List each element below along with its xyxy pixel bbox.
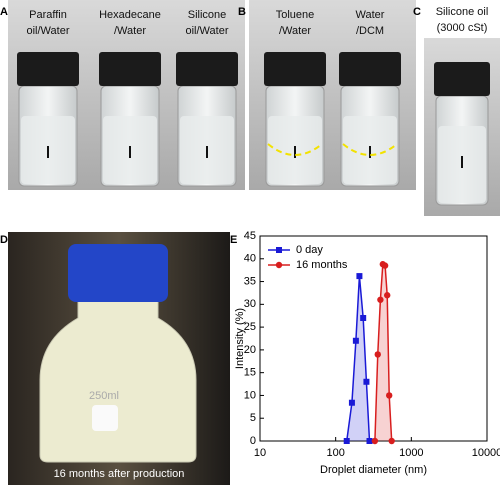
vial-label: /DCM: [356, 25, 384, 37]
point: [371, 437, 379, 445]
panel-letter: B: [238, 6, 246, 18]
y-tick-label: 25: [244, 321, 256, 333]
y-tick-label: 20: [244, 344, 256, 356]
vial-label: oil/Water: [27, 25, 70, 37]
point: [363, 378, 370, 385]
vial-label: Hexadecane: [99, 9, 161, 21]
vial-cap: [264, 52, 326, 86]
y-tick-label: 0: [250, 435, 256, 447]
x-tick-label: 1000: [399, 447, 423, 459]
caption: 16 months after production: [54, 468, 185, 480]
y-tick-label: 35: [244, 275, 256, 287]
vial-label: Water: [356, 9, 385, 21]
panel-letter: C: [413, 6, 421, 18]
panel-letter: D: [0, 234, 8, 246]
bottle-cap: [68, 244, 168, 302]
bottle-volume: 250ml: [89, 390, 119, 402]
legend-marker: [276, 247, 282, 253]
point: [381, 262, 389, 269]
vial-label: /Water: [114, 25, 146, 37]
vial-cap: [434, 62, 490, 96]
photos: A Paraffin oil/Water Hexadecane/Water Silico…: [0, 6, 490, 480]
y-tick-label: 15: [244, 367, 256, 379]
plot-frame: [259, 235, 488, 442]
y-tick-label: 5: [250, 412, 256, 424]
panel-letter: E: [230, 234, 237, 246]
y-tick-label: 10: [244, 389, 256, 401]
chart: E 0 5 10 15 20 25 30 35 40 45 10 100 1000 10000 Droplet…: [230, 230, 500, 476]
point: [343, 438, 350, 444]
x-tick-label: 10: [254, 447, 266, 459]
y-tick-label: 45: [244, 230, 256, 242]
y-tick-label: 30: [244, 298, 256, 310]
point: [388, 437, 395, 445]
vial-label: (3000 cSt): [437, 22, 488, 34]
x-tick-label: 100: [326, 447, 344, 459]
vial-label: /Water: [279, 25, 311, 37]
bottle-label: [92, 405, 118, 431]
point: [374, 351, 381, 358]
point: [352, 337, 359, 344]
x-tick-label: 10000: [472, 447, 500, 459]
vial-label: Silicone oil: [436, 6, 489, 18]
vial-label: Silicone: [188, 9, 227, 21]
y-tick-label: 40: [244, 253, 256, 265]
legend-label: 16 months: [296, 259, 348, 271]
vial-cap: [339, 52, 401, 86]
bottle-body: [39, 299, 197, 463]
point: [386, 392, 393, 399]
vial-cap: [176, 52, 238, 86]
point: [348, 399, 355, 406]
point: [384, 292, 391, 299]
point: [377, 296, 384, 303]
legend-label: 0 day: [296, 244, 323, 256]
point: [366, 438, 373, 444]
point: [360, 315, 367, 321]
vial-cap: [99, 52, 161, 86]
vial-label: oil/Water: [186, 25, 229, 37]
y-axis-label: Intensity (%): [234, 308, 246, 369]
interface-marker: [342, 143, 398, 156]
vial-label: Toluene: [276, 9, 315, 21]
vial-label: Paraffin: [29, 9, 67, 21]
panel-letter: A: [0, 6, 8, 18]
legend-marker: [275, 261, 283, 269]
x-axis-label: Droplet diameter (nm): [320, 464, 427, 476]
point: [356, 273, 363, 280]
interface-marker: [267, 143, 323, 156]
vial-cap: [17, 52, 79, 86]
